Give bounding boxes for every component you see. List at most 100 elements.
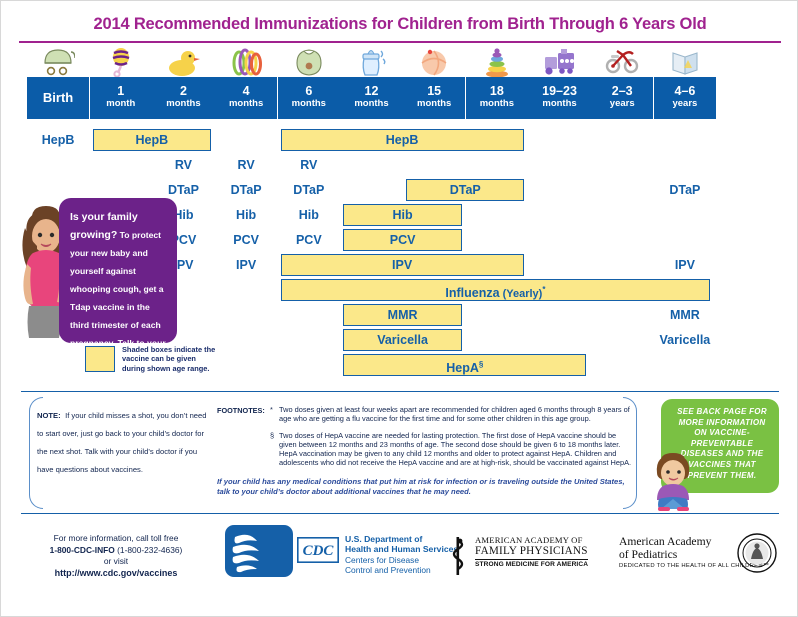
vaccine-row: Influenza (Yearly)* [27, 279, 779, 304]
age-column-value: 2–3 [611, 84, 633, 98]
vaccine-dose-label: Hib [298, 208, 319, 222]
beach-ball-icon [403, 47, 465, 81]
vaccine-dose-label: DTaP [669, 183, 701, 197]
vaccine-dose-label: Hib [173, 208, 194, 222]
vaccine-dose-label: IPV [236, 258, 257, 272]
contact-phone-alt: (1-800-232-4636) [114, 544, 183, 555]
age-column-header: 2 months [152, 77, 215, 119]
hhs-line-4: Control and Prevention [345, 565, 431, 576]
age-column-value: 2 [179, 84, 187, 98]
vaccine-dose-label: MMR [669, 308, 700, 322]
stroller-icon [27, 47, 89, 81]
legend-shaded-swatch [85, 346, 115, 372]
tdap-callout-title: Is your family growing? [70, 211, 138, 241]
aap-line-1: American Academy [619, 535, 712, 548]
pregnant-mother-illustration [15, 206, 77, 356]
footnote-text: Two doses given at least four weeks apar… [279, 405, 630, 424]
age-column-unit: years [609, 98, 635, 109]
age-column-header: 4–6 years [653, 77, 716, 119]
aafp-tagline: STRONG MEDICINE FOR AMERICA [475, 558, 589, 568]
vaccine-dose-label: DTaP [167, 183, 199, 197]
age-column-unit: months [166, 98, 201, 109]
vaccine-dose-label: DTaP [293, 183, 325, 197]
vaccine-dose-label: HepB [41, 133, 75, 147]
vaccine-row: Varicella Varicella [27, 329, 779, 354]
age-column-value: Birth [42, 90, 74, 105]
legend-text: Shaded boxes indicate the vaccine can be… [122, 345, 216, 373]
age-column-header: 4 months [215, 77, 278, 119]
vaccine-range-box: HepB [280, 129, 524, 151]
aap-seal-icon [737, 533, 777, 578]
asclepius-rod-icon [452, 537, 464, 575]
divider-top [21, 391, 779, 393]
hhs-agency-text: U.S. Department of Health and Human Serv… [345, 534, 473, 575]
vaccine-dose-label: RV [174, 158, 193, 172]
vaccine-range-box: Hib [343, 204, 462, 226]
footnote-marker: § [270, 430, 275, 440]
contact-url[interactable]: http://www.cdc.gov/vaccines [54, 567, 178, 578]
age-column-value: 19–23 [542, 84, 577, 98]
age-column-header: 19–23 months [528, 77, 591, 119]
age-column-unit: years [672, 98, 698, 109]
stacking-rings-icon [466, 47, 528, 81]
note-text: If your child misses a shot, you don’t n… [37, 411, 207, 474]
vaccine-row: RV RV RV [27, 154, 779, 179]
note-label: NOTE: [37, 411, 61, 420]
vaccine-range-box: HepA§ [343, 354, 587, 376]
age-column-value: 6 [305, 84, 313, 98]
aap-line-2: of Pediatrics [619, 548, 678, 561]
age-column-unit: months [479, 98, 514, 109]
aafp-line-2: FAMILY PHYSICIANS [475, 545, 588, 557]
vaccine-row: HepA§ [27, 354, 779, 379]
footnotes-block: FOOTNOTES: * Two doses given at least fo… [217, 405, 635, 497]
vaccine-range-box: Varicella [343, 329, 462, 351]
vaccine-row: PCV PCV PCV PCV [27, 229, 779, 254]
age-column-value: 1 [117, 84, 125, 98]
train-icon [528, 47, 590, 81]
teething-rings-icon [215, 47, 277, 81]
aafp-line-1: AMERICAN ACADEMY OF [475, 535, 583, 545]
contact-line-1: For more information, call toll free [53, 533, 179, 543]
age-column-header: 2–3 years [591, 77, 654, 119]
age-column-value: 12 [364, 84, 379, 98]
vaccine-row: Hib Hib Hib Hib [27, 204, 779, 229]
footnote-item: * Two doses given at least four weeks ap… [270, 405, 635, 424]
age-column-header: 15 months [403, 77, 466, 119]
vaccine-range-box: DTaP [406, 179, 525, 201]
vaccine-row: MMR MMR [27, 304, 779, 329]
aap-tagline: DEDICATED TO THE HEALTH OF ALL CHILDREN™ [619, 563, 769, 569]
age-column-header: 6 months [277, 77, 340, 119]
note-block: NOTE: If your child misses a shot, you d… [37, 405, 209, 477]
cdc-logo-icon: CDC [297, 537, 340, 568]
footnotes-label: FOOTNOTES: [217, 406, 265, 415]
page-title: 2014 Recommended Immunizations for Child… [1, 15, 798, 34]
footnote-text: Two doses of HepA vaccine are needed for… [279, 430, 632, 468]
vaccine-range-box: HepB [92, 129, 212, 151]
child-illustration [649, 451, 701, 511]
vaccine-range-box: PCV [343, 229, 462, 251]
age-column-unit: months [228, 98, 264, 109]
footnote-italic-note: If your child has any medical conditions… [217, 476, 625, 496]
tdap-callout-body: To protect your new baby and yourself ag… [70, 230, 166, 366]
rattle-icon [90, 47, 152, 81]
tricycle-icon [591, 47, 653, 81]
age-column-unit: months [417, 98, 452, 109]
books-icon [654, 47, 716, 81]
rubber-duck-icon [152, 47, 214, 81]
contact-phone[interactable]: 1-800-CDC-INFO [49, 544, 115, 555]
title-divider [19, 41, 781, 43]
age-column-header: Birth [27, 77, 90, 119]
tdap-pregnancy-callout: Is your family growing? To protect your … [59, 198, 177, 366]
hhs-line-1: U.S. Department of [345, 534, 423, 544]
vaccine-row: DTaP DTaP DTaP DTaP DTaP [27, 179, 779, 204]
page-title-text: 2014 Recommended Immunizations for Child… [93, 15, 707, 33]
vaccine-dose-label: PCV [233, 233, 259, 247]
contact-line-2: or visit [103, 556, 129, 567]
age-column-header: 18 months [465, 77, 528, 119]
vaccine-dose-label: Varicella [659, 333, 711, 347]
vaccine-row: IPV IPV IPV IPV [27, 254, 779, 279]
see-back-page-text: SEE BACK PAGE FOR MORE INFORMATION ON VA… [677, 407, 767, 480]
schedule-grid: Birth 1 month 2 months 4 months 6 months 12 months… [27, 47, 779, 379]
footnote-marker: * [270, 405, 273, 414]
age-column-value: 18 [489, 84, 504, 98]
